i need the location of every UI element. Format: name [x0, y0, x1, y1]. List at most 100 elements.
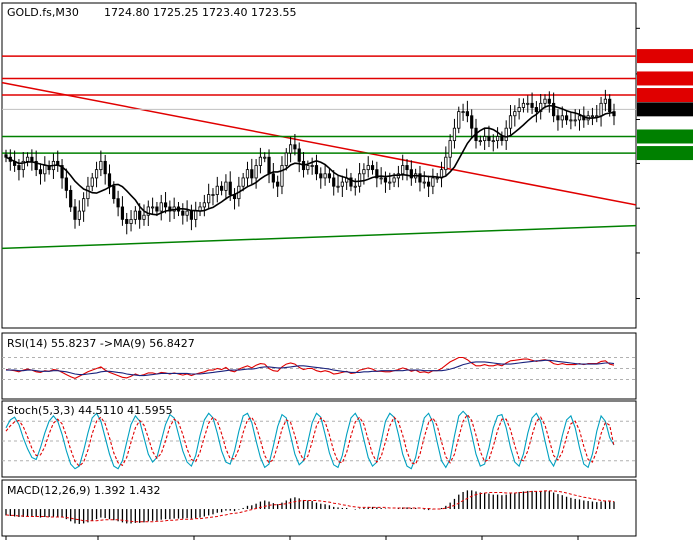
- candle-body: [375, 169, 379, 179]
- candle-body: [60, 165, 64, 179]
- candle-body: [603, 98, 607, 104]
- candle-body: [138, 210, 142, 220]
- candle-body: [362, 169, 366, 175]
- stoch-pane[interactable]: [1, 400, 637, 478]
- stoch-header: Stoch(5,3,3) 44.5110 41.5955: [7, 404, 173, 417]
- candle-body: [461, 111, 465, 114]
- candle-body: [517, 107, 521, 113]
- candle-body: [254, 165, 258, 179]
- candle-body: [388, 181, 392, 184]
- candle-body: [297, 148, 301, 162]
- candle-body: [280, 165, 284, 187]
- candle-body: [99, 160, 103, 171]
- candle-body: [181, 210, 185, 216]
- candle-body: [194, 210, 198, 220]
- candle-body: [401, 165, 405, 175]
- candle-body: [526, 102, 530, 105]
- candle-body: [146, 206, 150, 216]
- candle-body: [263, 156, 267, 159]
- candle-body: [552, 102, 556, 117]
- candle-body: [383, 177, 388, 183]
- candle-body: [250, 169, 254, 179]
- candle-body: [107, 173, 112, 187]
- candle-body: [539, 102, 543, 113]
- candle-body: [530, 102, 534, 108]
- candle-body: [448, 140, 452, 158]
- candle-body: [228, 181, 232, 195]
- candle-body: [159, 202, 163, 212]
- candle-body: [495, 136, 500, 142]
- candle-body: [319, 173, 323, 179]
- price-pane[interactable]: [1, 2, 637, 329]
- candle-body: [271, 173, 275, 183]
- level-label-box: [637, 71, 693, 86]
- candle-body: [392, 177, 396, 183]
- candle-body: [409, 169, 413, 179]
- candle-body: [17, 165, 21, 171]
- candle-body: [94, 169, 99, 179]
- candle-body: [534, 107, 538, 113]
- candle-body: [323, 173, 327, 179]
- rsi-header: RSI(14) 55.8237 ->MA(9) 56.8427: [7, 337, 195, 350]
- candle-body: [353, 185, 357, 188]
- level-label-box: [637, 129, 693, 144]
- rsi-pane[interactable]: [1, 332, 637, 400]
- candle-body: [336, 185, 340, 188]
- candle-body: [163, 202, 168, 208]
- candle-body: [155, 206, 159, 212]
- candle-body: [457, 111, 461, 129]
- candle-body: [21, 160, 25, 171]
- candle-body: [521, 102, 526, 108]
- candle-body: [487, 136, 491, 142]
- candle-body: [310, 165, 314, 167]
- candle-body: [452, 127, 457, 142]
- candle-body: [241, 177, 245, 187]
- candle-body: [508, 115, 513, 129]
- candle-body: [332, 177, 336, 187]
- candle-body: [133, 210, 137, 220]
- candle-body: [478, 140, 482, 143]
- level-label-box: [637, 146, 693, 161]
- macd-pane[interactable]: [1, 479, 637, 537]
- candle-body: [90, 177, 94, 187]
- candle-body: [129, 218, 133, 224]
- candle-body: [25, 156, 30, 162]
- candle-body: [120, 206, 125, 220]
- candle-body: [465, 111, 469, 117]
- candle-body: [595, 115, 599, 118]
- candle-body: [207, 194, 211, 204]
- candle-body: [103, 160, 107, 175]
- candle-body: [327, 173, 332, 179]
- candle-body: [86, 185, 90, 200]
- candle-body: [577, 115, 582, 121]
- candle-body: [73, 206, 77, 220]
- candle-body: [426, 181, 431, 187]
- macd-header: MACD(12,26,9) 1.392 1.432: [7, 484, 161, 497]
- candle-body: [612, 111, 616, 117]
- candle-body: [306, 165, 310, 171]
- candle-body: [573, 119, 577, 122]
- candle-body: [276, 181, 280, 187]
- candle-body: [513, 111, 517, 117]
- candle-body: [500, 136, 504, 142]
- candle-body: [314, 165, 319, 175]
- candle-body: [220, 185, 224, 191]
- candle-body: [224, 181, 228, 191]
- candle-body: [30, 156, 34, 162]
- moving-average-line: [5, 104, 615, 216]
- oscillator-series-0: [5, 410, 615, 470]
- candle-body: [189, 210, 194, 220]
- candle-body: [142, 214, 146, 220]
- oscillator-series-1: [5, 413, 615, 467]
- candle-body: [202, 202, 206, 208]
- candle-body: [267, 156, 271, 175]
- candle-body: [211, 194, 215, 196]
- candle-body: [599, 102, 603, 117]
- candle-body: [112, 185, 116, 200]
- candle-body: [547, 98, 551, 104]
- level-label-box: [637, 88, 693, 103]
- candle-body: [284, 152, 288, 166]
- candle-body: [82, 198, 86, 212]
- candle-body: [608, 98, 612, 113]
